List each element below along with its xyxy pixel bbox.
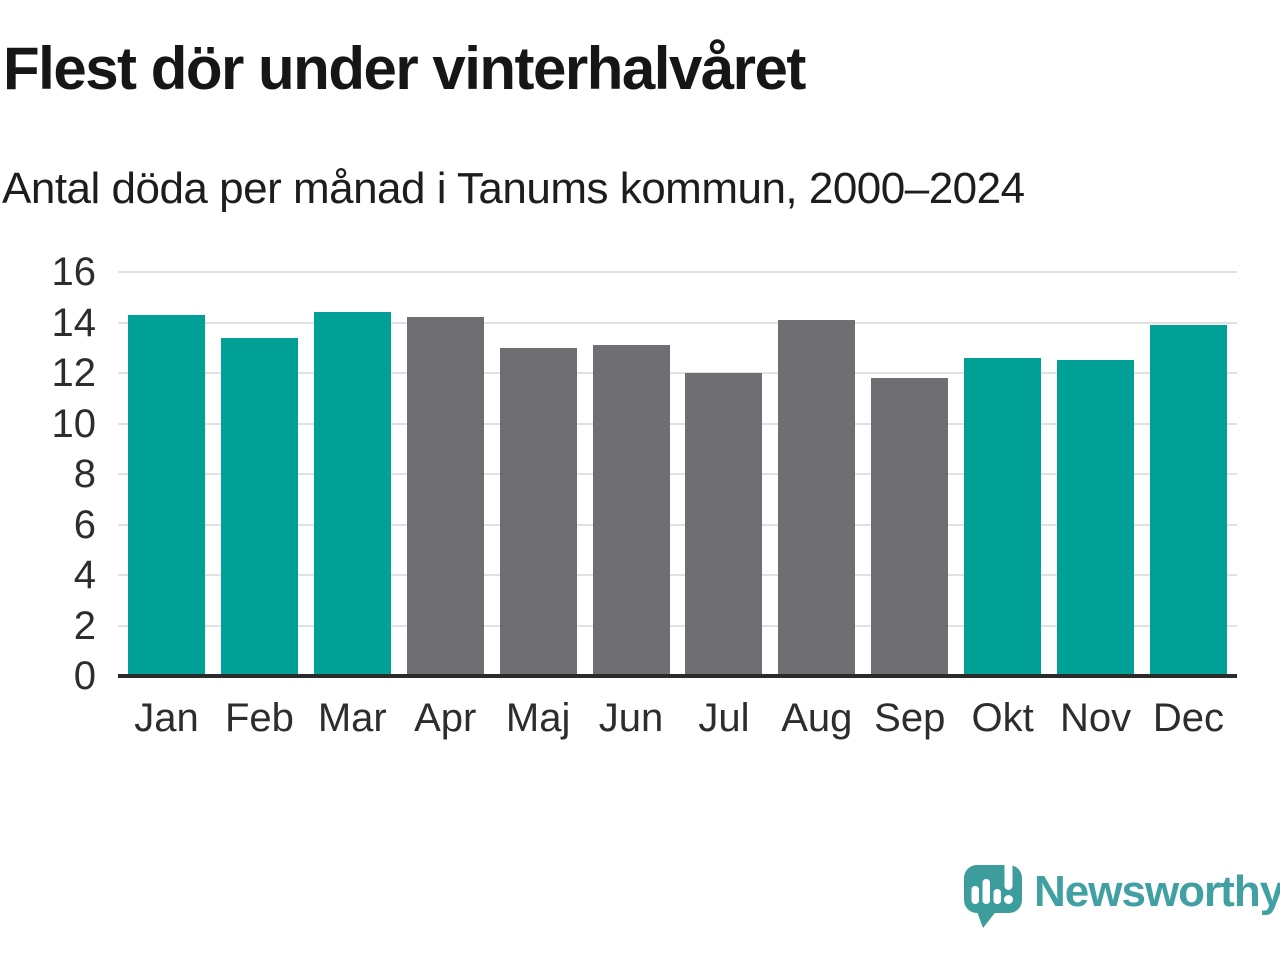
gridline-16 xyxy=(118,271,1237,273)
x-axis-tick-label-okt: Okt xyxy=(971,696,1034,740)
x-axis-tick-label-jul: Jul xyxy=(698,696,750,740)
x-axis-tick-label-dec: Dec xyxy=(1152,696,1225,740)
bar-chart-plot xyxy=(118,271,1237,678)
gridline-4 xyxy=(118,574,1237,576)
brand-name: Newsworthy xyxy=(1034,867,1280,916)
x-axis-line xyxy=(118,674,1237,678)
x-axis-tick-label-maj: Maj xyxy=(505,696,571,740)
gridline-2 xyxy=(118,624,1237,627)
gridline-14 xyxy=(118,321,1237,324)
bar-apr xyxy=(406,317,484,676)
x-axis-tick-label-aug: Aug xyxy=(781,696,853,740)
bar-maj xyxy=(499,347,577,676)
x-axis-tick-label-feb: Feb xyxy=(224,696,294,740)
chart-subtitle: Antal döda per månad i Tanums kommun, 20… xyxy=(2,164,1025,213)
bar-aug xyxy=(778,319,856,676)
bar-feb xyxy=(220,337,298,676)
x-axis-tick-label-apr: Apr xyxy=(414,696,477,740)
y-axis-tick-label: 12 xyxy=(51,351,97,395)
y-axis-tick-label: 16 xyxy=(51,250,97,294)
bar-dec xyxy=(1149,325,1227,676)
y-axis-tick-label: 0 xyxy=(73,654,96,698)
bar-jun xyxy=(592,345,670,676)
bar-jul xyxy=(685,373,763,676)
y-axis-labels: 0 2 4 6 8 10 12 14 16 xyxy=(0,250,97,698)
y-axis-tick-label: 8 xyxy=(73,452,96,496)
x-axis-tick-label-sep: Sep xyxy=(874,696,946,740)
gridline-6 xyxy=(118,523,1237,526)
y-axis-tick-label: 10 xyxy=(51,401,97,446)
x-axis-tick-label-jan: Jan xyxy=(134,696,199,740)
gridline-10 xyxy=(118,422,1237,425)
y-axis-tick-label: 2 xyxy=(73,603,96,648)
gridline-12 xyxy=(118,372,1237,374)
chart-title: Flest dör under vinterhalvåret xyxy=(3,35,806,102)
bar-nov xyxy=(1057,360,1135,676)
x-axis-tick-label-jun: Jun xyxy=(598,696,664,740)
bar-sep xyxy=(871,378,949,676)
gridline-8 xyxy=(118,473,1237,475)
x-axis-labels: Jan Feb Mar Apr Maj Jun Jul Aug Sep Okt Nov Dec xyxy=(118,696,1237,741)
newsworthy-speech-bubble-bar-chart-icon xyxy=(964,860,1022,928)
bar-jan xyxy=(128,314,205,676)
y-axis-tick-label: 6 xyxy=(73,502,96,547)
bars-container xyxy=(118,272,1237,676)
y-axis-tick-label: 14 xyxy=(51,300,97,345)
x-axis-tick-label-mar: Mar xyxy=(317,696,387,740)
bar-okt xyxy=(964,357,1042,676)
bar-mar xyxy=(313,312,391,676)
y-axis-tick-label: 4 xyxy=(73,553,96,597)
x-axis-tick-label-nov: Nov xyxy=(1059,696,1132,740)
